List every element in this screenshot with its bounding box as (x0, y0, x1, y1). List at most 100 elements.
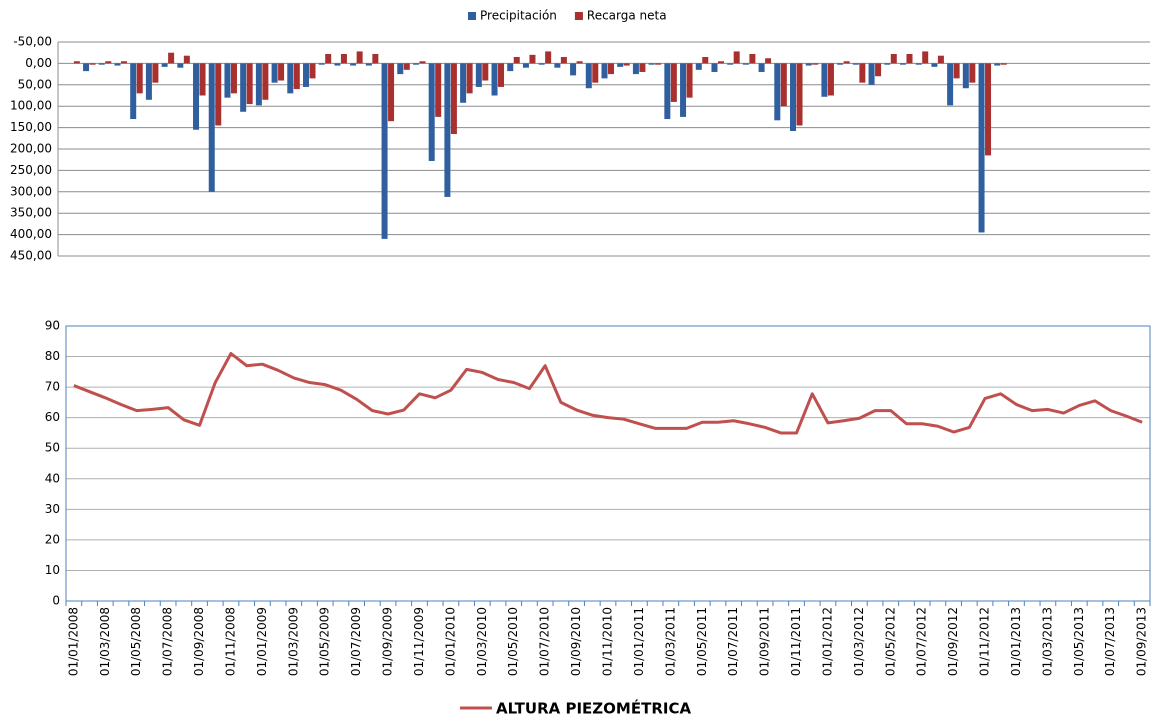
x-tick-label: 01/09/2010 (569, 607, 583, 676)
bar (388, 63, 395, 122)
bar (271, 63, 278, 83)
x-tick-label: 01/05/2008 (129, 607, 143, 676)
bar (812, 63, 819, 65)
bar (381, 63, 388, 239)
bar (397, 63, 404, 75)
bar (717, 61, 724, 64)
x-tick-label: 01/05/2009 (318, 607, 332, 676)
bar (711, 63, 718, 72)
bar (648, 63, 655, 65)
bar (695, 63, 702, 70)
bar (821, 63, 828, 97)
bar (215, 63, 222, 126)
bar (255, 63, 262, 106)
legend-label: Recarga neta (587, 9, 667, 23)
x-tick-label: 01/01/2013 (1009, 607, 1023, 676)
x-tick-label: 01/09/2009 (381, 607, 395, 676)
bar (287, 63, 294, 94)
y-tick-label: 300,00 (10, 184, 52, 198)
bar (843, 61, 850, 64)
bar (875, 63, 882, 77)
y-tick-label: 350,00 (10, 206, 52, 220)
bar (466, 63, 473, 94)
bar (727, 63, 734, 65)
y-tick-label: 0 (52, 594, 60, 608)
x-tick-label: 01/11/2008 (223, 607, 237, 676)
y-tick-label: 200,00 (10, 142, 52, 156)
x-tick-label: 01/03/2010 (475, 607, 489, 676)
y-tick-label: 60 (45, 410, 60, 424)
x-tick-label: 01/01/2012 (820, 607, 834, 676)
x-tick-label: 01/01/2008 (66, 607, 80, 676)
bar (356, 51, 363, 64)
bar (340, 53, 347, 64)
bar (482, 63, 489, 81)
x-tick-label: 01/07/2010 (538, 607, 552, 676)
y-tick-label: -50,00 (13, 35, 52, 49)
bar (774, 63, 781, 121)
x-tick-label: 01/11/2011 (789, 607, 803, 676)
y-tick-label: 450,00 (10, 249, 52, 263)
x-tick-label: 01/11/2012 (978, 607, 992, 676)
y-tick-label: 70 (45, 380, 60, 394)
bar (435, 63, 442, 117)
bar (617, 63, 624, 67)
bar (199, 63, 206, 96)
bar (161, 63, 168, 67)
x-tick-label: 01/09/2012 (946, 607, 960, 676)
y-tick-label: 150,00 (10, 120, 52, 134)
x-tick-label: 01/03/2009 (286, 607, 300, 676)
bar (884, 63, 891, 65)
bar (208, 63, 215, 192)
bar (529, 54, 536, 64)
bar (224, 63, 231, 98)
x-tick-label: 01/07/2011 (726, 607, 740, 676)
bar (83, 63, 90, 72)
bar (412, 63, 419, 65)
bar (906, 53, 913, 64)
bar (702, 56, 709, 64)
bar (507, 63, 514, 72)
bar (827, 63, 834, 96)
x-tick-label: 01/07/2013 (1103, 607, 1117, 676)
bar (136, 63, 143, 94)
x-tick-label: 01/09/2008 (192, 607, 206, 676)
bar (796, 63, 803, 126)
bar (177, 63, 184, 68)
bar (608, 63, 614, 75)
plot-frame (65, 325, 1151, 602)
bar (680, 63, 687, 117)
bar (114, 63, 121, 66)
bar (168, 52, 175, 64)
bar (953, 63, 960, 79)
legend-swatch (468, 12, 476, 20)
y-tick-label: 10 (45, 563, 60, 577)
bar (868, 63, 875, 85)
bar (899, 63, 906, 65)
bar (733, 51, 740, 64)
x-tick-label: 01/01/2010 (443, 607, 457, 676)
y-tick-label: 20 (45, 532, 60, 546)
x-tick-label: 01/03/2013 (1040, 607, 1054, 676)
bar (805, 63, 812, 66)
bar (962, 63, 969, 89)
x-tick-label: 01/09/2011 (758, 607, 772, 676)
bar (585, 63, 592, 89)
y-tick-label: 250,00 (10, 163, 52, 177)
bar (664, 63, 671, 120)
x-tick-label: 01/01/2011 (632, 607, 646, 676)
y-tick-label: 40 (45, 471, 60, 485)
bar (859, 63, 866, 83)
y-tick-label: 0,00 (25, 56, 52, 70)
x-tick-label: 01/01/2009 (255, 607, 269, 676)
bar (130, 63, 137, 120)
bar (655, 63, 662, 65)
bar (475, 63, 482, 87)
bar (931, 63, 938, 67)
bar (498, 63, 505, 87)
bar (749, 53, 756, 64)
bar (576, 61, 583, 64)
bar (994, 63, 1001, 66)
y-tick-label: 100,00 (10, 99, 52, 113)
